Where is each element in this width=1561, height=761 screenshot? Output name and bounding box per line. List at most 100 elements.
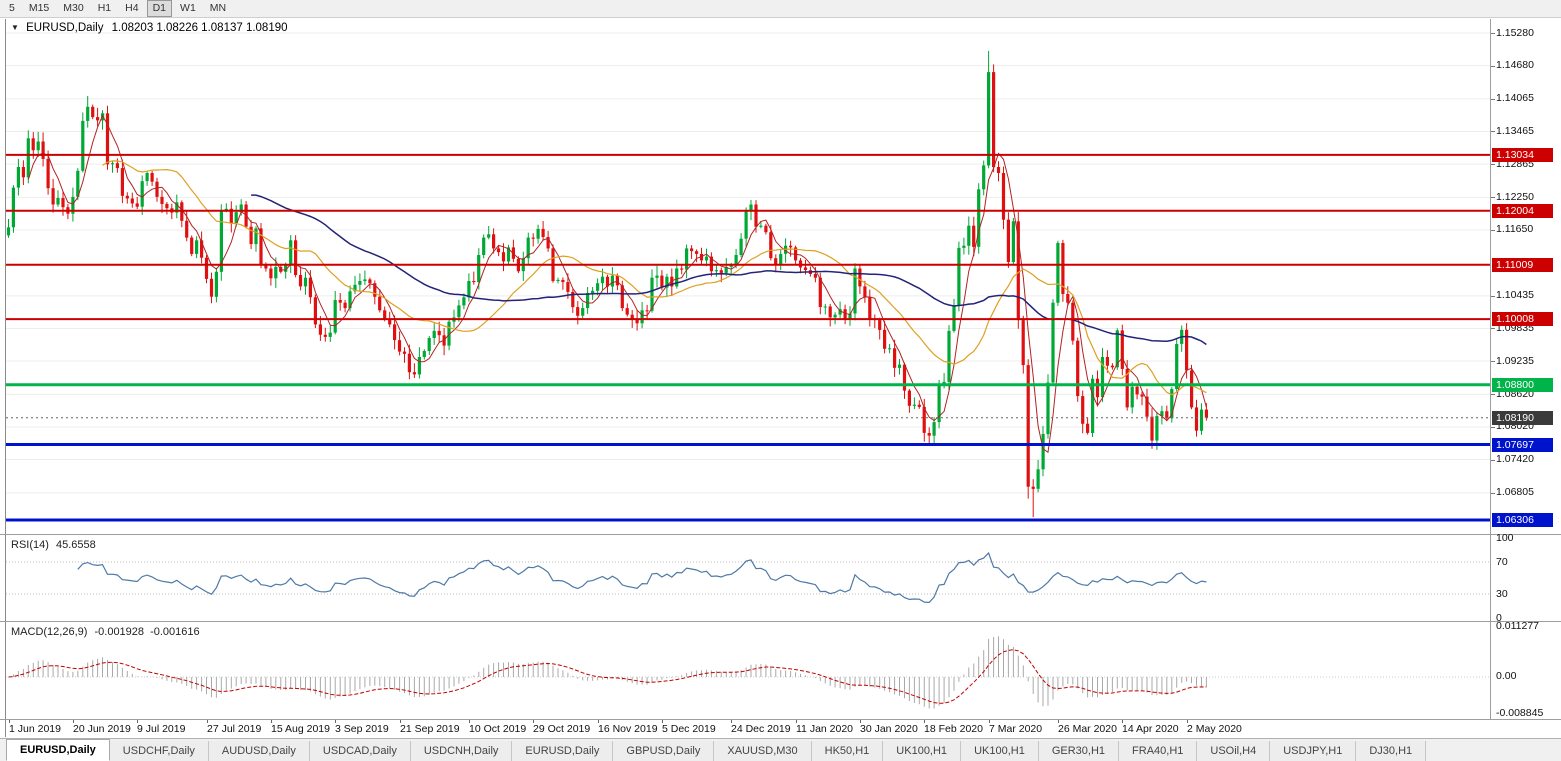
date-label: 11 Jan 2020	[796, 723, 854, 735]
rsi-name: RSI(14)	[11, 539, 49, 551]
axis-tickmark	[1491, 131, 1495, 132]
chart-tab-13-usoil-h4[interactable]: USOil,H4	[1197, 741, 1271, 761]
chart-tab-10-uk100-h1[interactable]: UK100,H1	[961, 741, 1039, 761]
macd-label: MACD(12,26,9) -0.001928 -0.001616	[11, 626, 200, 638]
chart-tab-12-fra40-h1[interactable]: FRA40,H1	[1119, 741, 1198, 761]
date-axis[interactable]: 1 Jun 2019 20 Jun 2019 9 Jul 2019 27 Jul 20…	[6, 720, 1490, 737]
macd-panel[interactable]	[6, 622, 1490, 719]
price-tick-label: 1.15280	[1496, 27, 1534, 39]
timeframe-button-h4[interactable]: H4	[125, 2, 139, 14]
rsi-label: RSI(14) 45.6558	[11, 539, 96, 551]
chart-tab-0-eurusd-daily[interactable]: EURUSD,Daily	[6, 739, 110, 761]
chart-tab-8-hk50-h1[interactable]: HK50,H1	[811, 741, 884, 761]
date-tickmark	[989, 720, 990, 723]
timeframe-button-mn[interactable]: MN	[209, 2, 227, 14]
axis-tickmark	[1491, 427, 1495, 428]
axis-tickmark	[1491, 33, 1495, 34]
date-label: 10 Oct 2019	[469, 723, 527, 735]
axis-tickmark	[1491, 99, 1495, 100]
timeframe-button-m15[interactable]: M15	[28, 2, 50, 14]
date-tickmark	[469, 720, 470, 723]
date-tickmark	[400, 720, 401, 723]
date-tickmark	[924, 720, 925, 723]
chart-collapse-icon[interactable]: ▼	[11, 23, 19, 32]
date-label: 2 May 2020	[1187, 723, 1242, 735]
date-label: 30 Jan 2020	[860, 723, 918, 735]
date-label: 15 Aug 2019	[271, 723, 330, 735]
chart-tab-3-usdcad-daily[interactable]: USDCAD,Daily	[309, 741, 411, 761]
price-tick-label: 1.12250	[1496, 191, 1534, 203]
axis-tickmark	[1491, 296, 1495, 297]
date-tickmark	[598, 720, 599, 723]
main-chart[interactable]	[6, 19, 1490, 534]
macd-tick-label: -0.008845	[1496, 707, 1544, 719]
price-level-label: 1.07697	[1492, 438, 1553, 452]
rsi-tick-label: 70	[1496, 556, 1508, 568]
chart-tab-4-usdcnh-daily[interactable]: USDCNH,Daily	[410, 741, 513, 761]
axis-tickmark	[1491, 394, 1495, 395]
axis-tickmark	[1491, 230, 1495, 231]
panel-separator	[0, 719, 1561, 720]
timeframe-button-m30[interactable]: M30	[63, 2, 84, 14]
date-label: 16 Nov 2019	[598, 723, 658, 735]
date-tickmark	[335, 720, 336, 723]
panel-separator[interactable]	[0, 621, 1561, 622]
date-label: 26 Mar 2020	[1058, 723, 1117, 735]
axis-tickmark	[1491, 66, 1495, 67]
chart-tab-7-xauusd-m30[interactable]: XAUUSD,M30	[714, 741, 812, 761]
timeframe-button-w1[interactable]: W1	[180, 2, 196, 14]
chart-tab-9-uk100-h1[interactable]: UK100,H1	[883, 741, 962, 761]
date-label: 9 Jul 2019	[137, 723, 186, 735]
timeframe-button-d1[interactable]: D1	[146, 0, 173, 17]
rsi-tick-label: 0	[1496, 612, 1502, 624]
price-tick-label: 1.11650	[1496, 223, 1534, 235]
axis-tickmark	[1491, 197, 1495, 198]
chart-tab-6-gbpusd-daily[interactable]: GBPUSD,Daily	[613, 741, 715, 761]
axis-tickmark	[1491, 361, 1495, 362]
chart-symbol: EURUSD,Daily	[26, 22, 104, 34]
date-label: 18 Feb 2020	[924, 723, 983, 735]
rsi-panel[interactable]	[6, 535, 1490, 621]
price-level-label: 1.13034	[1492, 148, 1553, 162]
timeframe-toolbar: 5 M15 M30 H1 H4 D1 W1 MN	[0, 0, 1561, 18]
macd-signal-value: -0.001616	[150, 626, 200, 638]
price-tick-label: 1.07420	[1496, 453, 1534, 465]
date-tickmark	[533, 720, 534, 723]
axis-tickmark	[1491, 164, 1495, 165]
rsi-tick-label: 100	[1496, 532, 1514, 544]
chart-tab-15-dj30-h1[interactable]: DJ30,H1	[1356, 741, 1427, 761]
date-label: 21 Sep 2019	[400, 723, 460, 735]
chart-tab-14-usdjpy-h1[interactable]: USDJPY,H1	[1270, 741, 1357, 761]
axis-tickmark	[1491, 460, 1495, 461]
price-level-label: 1.08800	[1492, 378, 1553, 392]
date-label: 14 Apr 2020	[1122, 723, 1179, 735]
date-tickmark	[1058, 720, 1059, 723]
timeframe-button-h1[interactable]: H1	[97, 2, 112, 14]
date-tickmark	[860, 720, 861, 723]
date-tickmark	[137, 720, 138, 723]
macd-tick-label: 0.00	[1496, 670, 1517, 682]
date-label: 1 Jun 2019	[9, 723, 61, 735]
rsi-tick-label: 30	[1496, 588, 1508, 600]
panel-separator[interactable]	[0, 534, 1561, 535]
chart-left-border	[5, 19, 6, 737]
date-tickmark	[662, 720, 663, 723]
price-level-label: 1.10008	[1492, 312, 1553, 326]
axis-tickmark	[1491, 328, 1495, 329]
timeframe-button-5[interactable]: 5	[9, 2, 15, 14]
date-label: 29 Oct 2019	[533, 723, 591, 735]
price-level-label: 1.12004	[1492, 204, 1553, 218]
price-level-label: 1.06306	[1492, 513, 1553, 527]
date-tickmark	[796, 720, 797, 723]
chart-tab-2-audusd-daily[interactable]: AUDUSD,Daily	[208, 741, 310, 761]
axis-tickmark	[1491, 493, 1495, 494]
price-axis-border	[1490, 19, 1491, 719]
chart-tab-5-eurusd-daily[interactable]: EURUSD,Daily	[512, 741, 614, 761]
chart-tab-1-usdchf-daily[interactable]: USDCHF,Daily	[109, 741, 209, 761]
date-tickmark	[731, 720, 732, 723]
price-tick-label: 1.14680	[1496, 59, 1534, 71]
date-label: 3 Sep 2019	[335, 723, 389, 735]
chart-tab-11-ger30-h1[interactable]: GER30,H1	[1038, 741, 1120, 761]
date-tickmark	[271, 720, 272, 723]
date-tickmark	[207, 720, 208, 723]
